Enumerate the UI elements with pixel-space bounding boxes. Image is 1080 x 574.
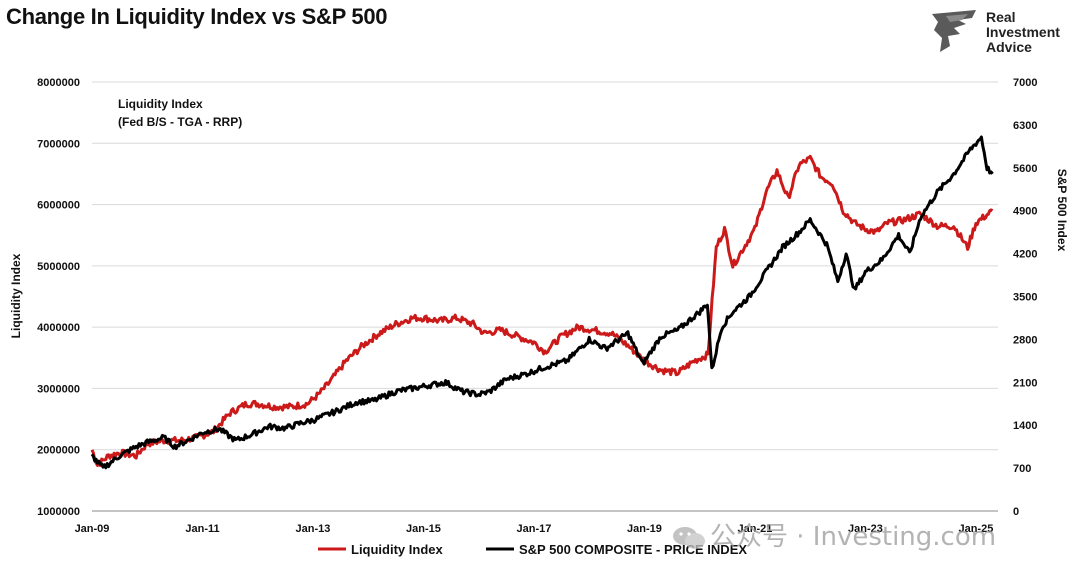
left-tick-label: 8000000 — [37, 77, 80, 89]
x-tick-label: Jan-09 — [75, 523, 110, 535]
left-tick-label: 4000000 — [37, 322, 80, 334]
brand-line-1: Real — [986, 9, 1016, 25]
left-tick-label: 3000000 — [37, 383, 80, 395]
gridlines — [92, 81, 998, 512]
brand-line-3: Advice — [986, 39, 1032, 55]
chart-title: Change In Liquidity Index vs S&P 500 — [6, 4, 388, 29]
eagle-logo-icon — [932, 10, 976, 52]
liquidity-index-line — [90, 154, 994, 468]
x-tick-label: Jan-17 — [517, 523, 552, 535]
left-tick-label: 2000000 — [37, 445, 80, 457]
left-axis-label: Liquidity Index — [9, 253, 23, 338]
x-tick-label: Jan-11 — [185, 523, 219, 535]
right-tick-label: 5600 — [1013, 163, 1037, 175]
right-tick-label: 2800 — [1013, 334, 1037, 346]
x-tick-label: Jan-19 — [627, 523, 662, 535]
brand-line-2: Investment — [986, 24, 1060, 40]
watermark: 公众号 · Investing.com — [672, 516, 996, 553]
brand-name: Real Investment Advice — [986, 10, 1060, 55]
right-tick-label: 7000 — [1013, 77, 1037, 89]
series-lines — [90, 135, 994, 470]
right-tick-label: 0 — [1013, 506, 1019, 518]
x-tick-label: Jan-21 — [737, 523, 772, 535]
x-tick-label: Jan-13 — [296, 523, 331, 535]
left-tick-label: 1000000 — [37, 506, 80, 518]
right-tick-label: 2100 — [1013, 377, 1037, 389]
x-axis-ticks: Jan-09 Jan-11 Jan-13 Jan-15 Jan-17 Jan-19 Jan-… — [75, 510, 998, 535]
annotation-line-1: Liquidity Index — [118, 97, 203, 111]
right-tick-label: 700 — [1013, 463, 1031, 475]
left-tick-label: 5000000 — [37, 261, 80, 273]
left-axis-ticks: 1000000 2000000 3000000 4000000 5000000 60000… — [37, 77, 80, 518]
x-tick-label: Jan-25 — [958, 523, 993, 535]
x-tick-label: Jan-23 — [848, 523, 883, 535]
right-axis-label: S&P 500 Index — [1055, 169, 1069, 252]
right-axis-ticks: 0 700 1400 2100 2800 3500 4200 4900 5600 6300 7000 — [1013, 77, 1037, 518]
right-tick-label: 4200 — [1013, 249, 1037, 261]
annotation-line-2: (Fed B/S - TGA - RRP) — [118, 115, 242, 129]
right-tick-label: 4900 — [1013, 206, 1037, 218]
sp500-line — [90, 135, 994, 470]
right-tick-label: 6300 — [1013, 120, 1037, 132]
wechat-icon — [672, 525, 706, 551]
left-tick-label: 6000000 — [37, 200, 80, 212]
right-tick-label: 3500 — [1013, 292, 1037, 304]
legend-label-liquidity: Liquidity Index — [351, 542, 443, 557]
brand-logo: Real Investment Advice — [928, 8, 1078, 56]
watermark-text: 公众号 · Investing.com — [710, 522, 997, 552]
left-tick-label: 7000000 — [37, 138, 80, 150]
right-tick-label: 1400 — [1013, 420, 1037, 432]
x-tick-label: Jan-15 — [406, 523, 441, 535]
